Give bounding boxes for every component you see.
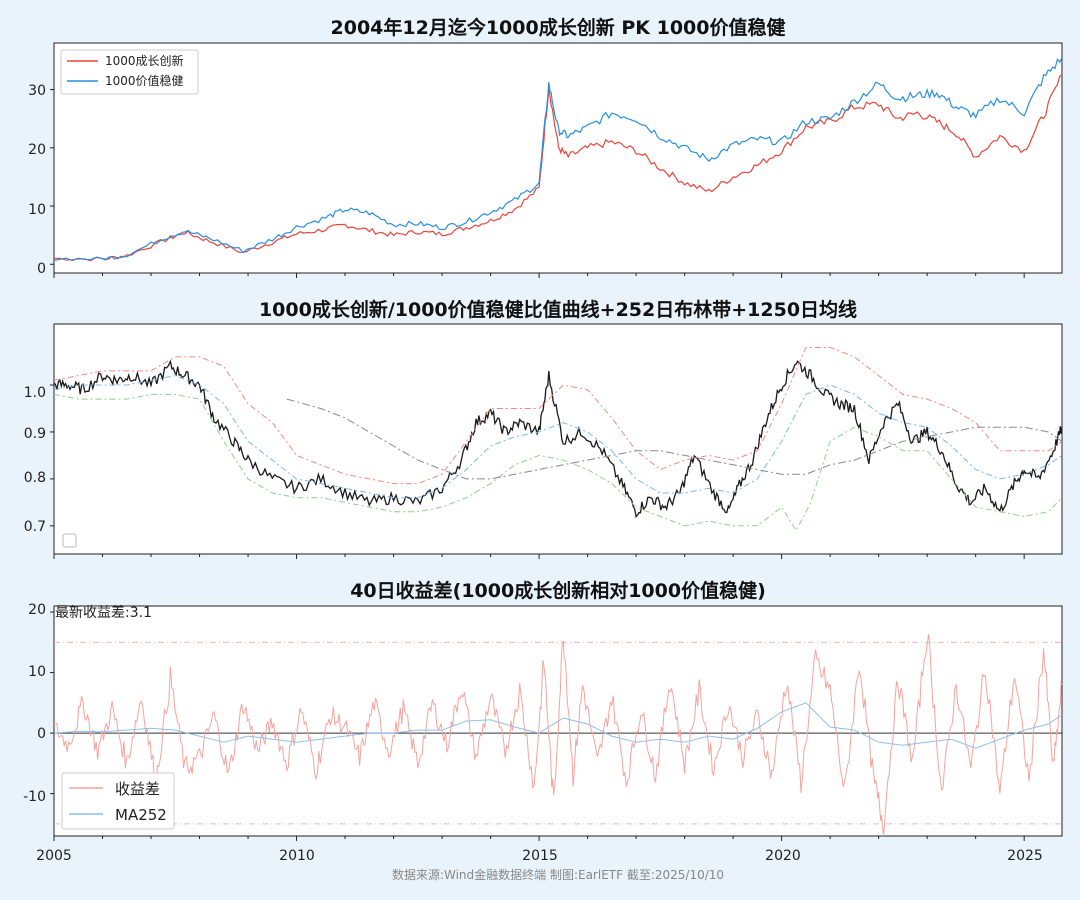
legend-label-growth: 1000成长创新 <box>105 53 184 68</box>
series-line-growth <box>53 74 1063 262</box>
ytick-label: 1.0 <box>24 385 46 401</box>
panel-2-series <box>50 347 1063 532</box>
panel-3: 40日收益差(1000成长创新相对1000价值稳健) 20 10 0 -10 最… <box>23 579 1063 837</box>
panel-1-legend[interactable]: 1000成长创新 1000价值稳健 <box>60 49 199 95</box>
panel-1-yticks: 0 10 20 30 <box>28 83 46 277</box>
ytick-label: 20 <box>28 142 46 158</box>
ytick-label: 20 <box>28 602 46 618</box>
ytick-label: 0.9 <box>24 426 46 442</box>
ytick-label: 30 <box>28 83 46 99</box>
series-line-ma1250 <box>286 398 1063 480</box>
ytick-label: 0.7 <box>24 519 46 535</box>
xtick-label: 2010 <box>279 848 315 864</box>
ytick-label: 10 <box>28 202 46 218</box>
ytick-label: 0 <box>37 726 46 742</box>
panel-3-yticks: 20 10 0 -10 <box>23 602 46 805</box>
series-line-lower <box>53 393 1063 532</box>
panel-1-title: 2004年12月迄今1000成长创新 PK 1000价值稳健 <box>331 16 786 39</box>
panel-3-title: 40日收益差(1000成长创新相对1000价值稳健) <box>350 579 766 602</box>
panel-1: 2004年12月迄今1000成长创新 PK 1000价值稳健 0 10 20 3… <box>28 16 1063 277</box>
series-line-MA252 <box>53 702 1063 749</box>
legend-label-ma252: MA252 <box>115 806 167 824</box>
latest-spread-annotation: 最新收益差:3.1 <box>55 605 152 621</box>
panel-2-title: 1000成长创新/1000价值稳健比值曲线+252日布林带+1250日均线 <box>259 298 857 321</box>
panel-2: 1000成长创新/1000价值稳健比值曲线+252日布林带+1250日均线 0.… <box>24 298 1063 555</box>
x-axis-labels: 2005 2010 2015 2020 2025 <box>36 848 1043 864</box>
xtick-label: 2015 <box>522 848 558 864</box>
xtick-label: 2020 <box>765 848 801 864</box>
legend-label-value: 1000价值稳健 <box>105 73 184 88</box>
panel-2-legend-empty[interactable] <box>62 533 77 548</box>
series-line-ma <box>53 375 1063 499</box>
ytick-label: 10 <box>28 664 46 680</box>
footer-source: 数据来源:Wind金融数据终端 制图:EarlETF 截至:2025/10/10 <box>392 867 724 882</box>
series-line-value <box>53 57 1063 262</box>
panel-2-yticks: 0.7 0.8 0.9 1.0 <box>24 385 46 535</box>
series-line-spread <box>53 633 1063 837</box>
xtick-label: 2005 <box>36 848 72 864</box>
x-axis-ticks <box>53 273 1025 841</box>
panel-3-legend[interactable]: 收益差 MA252 <box>61 772 175 830</box>
ytick-label: 0 <box>37 261 46 277</box>
ytick-label: -10 <box>23 789 46 805</box>
series-line-upper <box>53 347 1063 485</box>
panel-1-plot-area <box>53 42 1063 274</box>
legend-label-spread: 收益差 <box>115 780 160 798</box>
panel-1-series <box>50 57 1063 265</box>
panel-2-plot-area <box>53 323 1063 555</box>
xtick-label: 2025 <box>1007 848 1043 864</box>
series-line-ratio <box>53 359 1063 519</box>
ytick-label: 0.8 <box>24 470 46 486</box>
legend-box <box>61 772 175 830</box>
panel-3-series <box>50 611 1063 837</box>
